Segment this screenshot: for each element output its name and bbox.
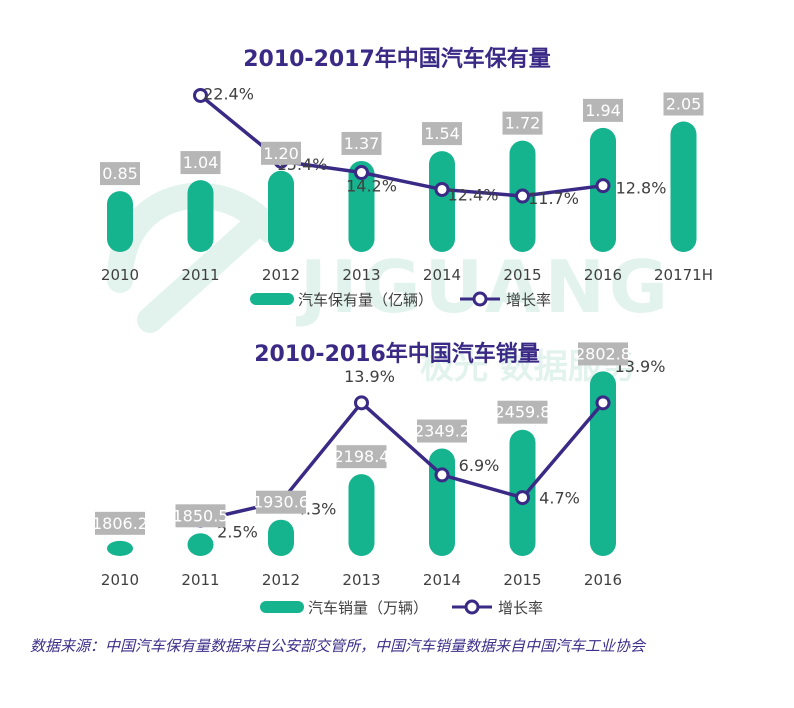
bar-label-bg (422, 122, 462, 146)
x-tick-label: 2010 (101, 266, 139, 284)
bar (348, 474, 375, 556)
bar-label-bg (341, 131, 382, 155)
x-tick-label: 2013 (342, 266, 380, 284)
growth-marker (354, 165, 369, 181)
chart-title: 2010-2017年中国汽车保有量 (243, 46, 551, 72)
bar (187, 533, 214, 556)
bar-label-bg (100, 162, 140, 186)
growth-label: 12.4% (448, 185, 499, 204)
x-tick-label: 2013 (342, 571, 380, 589)
bar (107, 540, 133, 556)
chart-title: 2010-2016年中国汽车销量 (254, 341, 540, 367)
legend: 汽车保有量（亿辆） 增长率 (250, 291, 551, 309)
x-tick-label: 2016 (584, 571, 622, 589)
growth-label: 14.2% (346, 177, 397, 196)
bar-label-bg (95, 511, 145, 535)
bar (429, 151, 455, 252)
growth-label: 6.9% (459, 456, 500, 475)
growth-label: 2.5% (217, 522, 258, 541)
bar-value-label: 2198.4 (334, 447, 390, 466)
bar-label-bg (578, 342, 628, 366)
x-tick-label: 2011 (181, 266, 219, 284)
growth-label: 11.7% (528, 189, 579, 208)
watermark: JIGUANG 极光 数据服务 (107, 182, 672, 387)
tick-group: 2010 2011 2012 2013 2014 2015 2016 (101, 571, 622, 589)
bar (187, 180, 214, 252)
bar-label-bg (180, 151, 221, 175)
x-tick-label: 2010 (101, 571, 139, 589)
bar (268, 519, 294, 556)
bar-group (107, 121, 697, 252)
growth-line (199, 94, 604, 198)
label-group: 1806.2 1850.5 1930.6 2198.4 2349.2 2459.8 2802… (92, 342, 631, 535)
x-tick-label: 2011 (181, 571, 219, 589)
legend-bar-label: 汽车销量（万辆） (308, 599, 428, 617)
bar (107, 191, 133, 252)
bar-label-bg (663, 92, 704, 116)
bar-label-bg (502, 111, 543, 135)
growth-marker (434, 181, 450, 197)
bar-label-bg (583, 98, 623, 122)
legend-bar-swatch (260, 601, 304, 613)
source-note: 数据来源：中国汽车保有量数据来自公安部交管所，中国汽车销量数据来自中国汽车工业协… (30, 637, 646, 655)
growth-marker (354, 395, 369, 411)
growth-marker (595, 178, 611, 194)
bar-value-label: 2.05 (666, 95, 702, 114)
bar-value-label: 1806.2 (92, 514, 148, 533)
tick-group: 2010 2011 2012 2013 2014 2015 2016 20171H (101, 266, 713, 284)
bar-label-bg (256, 490, 306, 514)
bar-value-label: 2349.2 (414, 422, 470, 441)
growth-label: 4.7% (539, 489, 580, 508)
bar-value-label: 2802.8 (575, 344, 631, 363)
growth-marker (434, 467, 450, 483)
x-tick-label: 2014 (423, 266, 461, 284)
bar-value-label: 1.72 (505, 114, 541, 133)
bar-value-label: 1.37 (344, 134, 380, 153)
ownership-chart: 2010-2017年中国汽车保有量 22.4%15.4%14.2% 12.4% 11… (100, 46, 713, 309)
growth-label: 22.4% (203, 84, 254, 103)
growth-marker (515, 188, 530, 204)
x-tick-label: 2012 (262, 266, 300, 284)
sales-chart: 2010-2016年中国汽车销量 2.5%4.3%13.9%6.9%4.7%13… (92, 341, 665, 617)
legend-bar-swatch (250, 293, 294, 305)
bar-label-bg (336, 445, 387, 469)
x-tick-label: 2016 (584, 266, 622, 284)
bar-value-label: 0.85 (102, 164, 138, 183)
bar-value-label: 2459.8 (495, 403, 551, 422)
legend-line-label: 增长率 (506, 291, 551, 309)
label-group: 0.85 1.04 1.20 1.37 1.54 1.72 1.94 2.05 (100, 92, 704, 186)
x-tick-label: 2015 (503, 266, 541, 284)
legend-line-marker-icon (464, 599, 480, 615)
bar-value-label: 1850.5 (173, 506, 229, 525)
bar (348, 160, 375, 252)
bar-label-bg (261, 141, 301, 165)
growth-marker (193, 87, 208, 103)
legend-line-label: 增长率 (498, 599, 543, 617)
bar-label-bg (175, 504, 226, 528)
legend: 汽车销量（万辆） 增长率 (260, 599, 543, 617)
bar-value-label: 1.94 (585, 101, 621, 120)
watermark-brand: JIGUANG (295, 245, 672, 329)
x-tick-label: 2014 (423, 571, 461, 589)
bar-value-label: 1.54 (424, 124, 460, 143)
bar-value-label: 1930.6 (253, 493, 309, 512)
growth-label: 13.9% (344, 367, 395, 386)
bar (670, 121, 697, 252)
bar-label-bg (417, 419, 467, 443)
bar (590, 371, 616, 556)
bar-value-label: 1.20 (263, 144, 299, 163)
bar (268, 170, 294, 252)
x-tick-label: 20171H (654, 266, 713, 284)
x-tick-label: 2015 (503, 571, 541, 589)
growth-label: 12.8% (616, 179, 667, 198)
growth-marker (515, 490, 530, 506)
x-tick-label: 2012 (262, 571, 300, 589)
growth-marker (595, 395, 611, 411)
bar-label-bg (497, 400, 548, 424)
legend-line-marker-icon (472, 291, 488, 307)
legend-bar-label: 汽车保有量（亿辆） (298, 291, 433, 309)
bar-value-label: 1.04 (183, 153, 219, 172)
